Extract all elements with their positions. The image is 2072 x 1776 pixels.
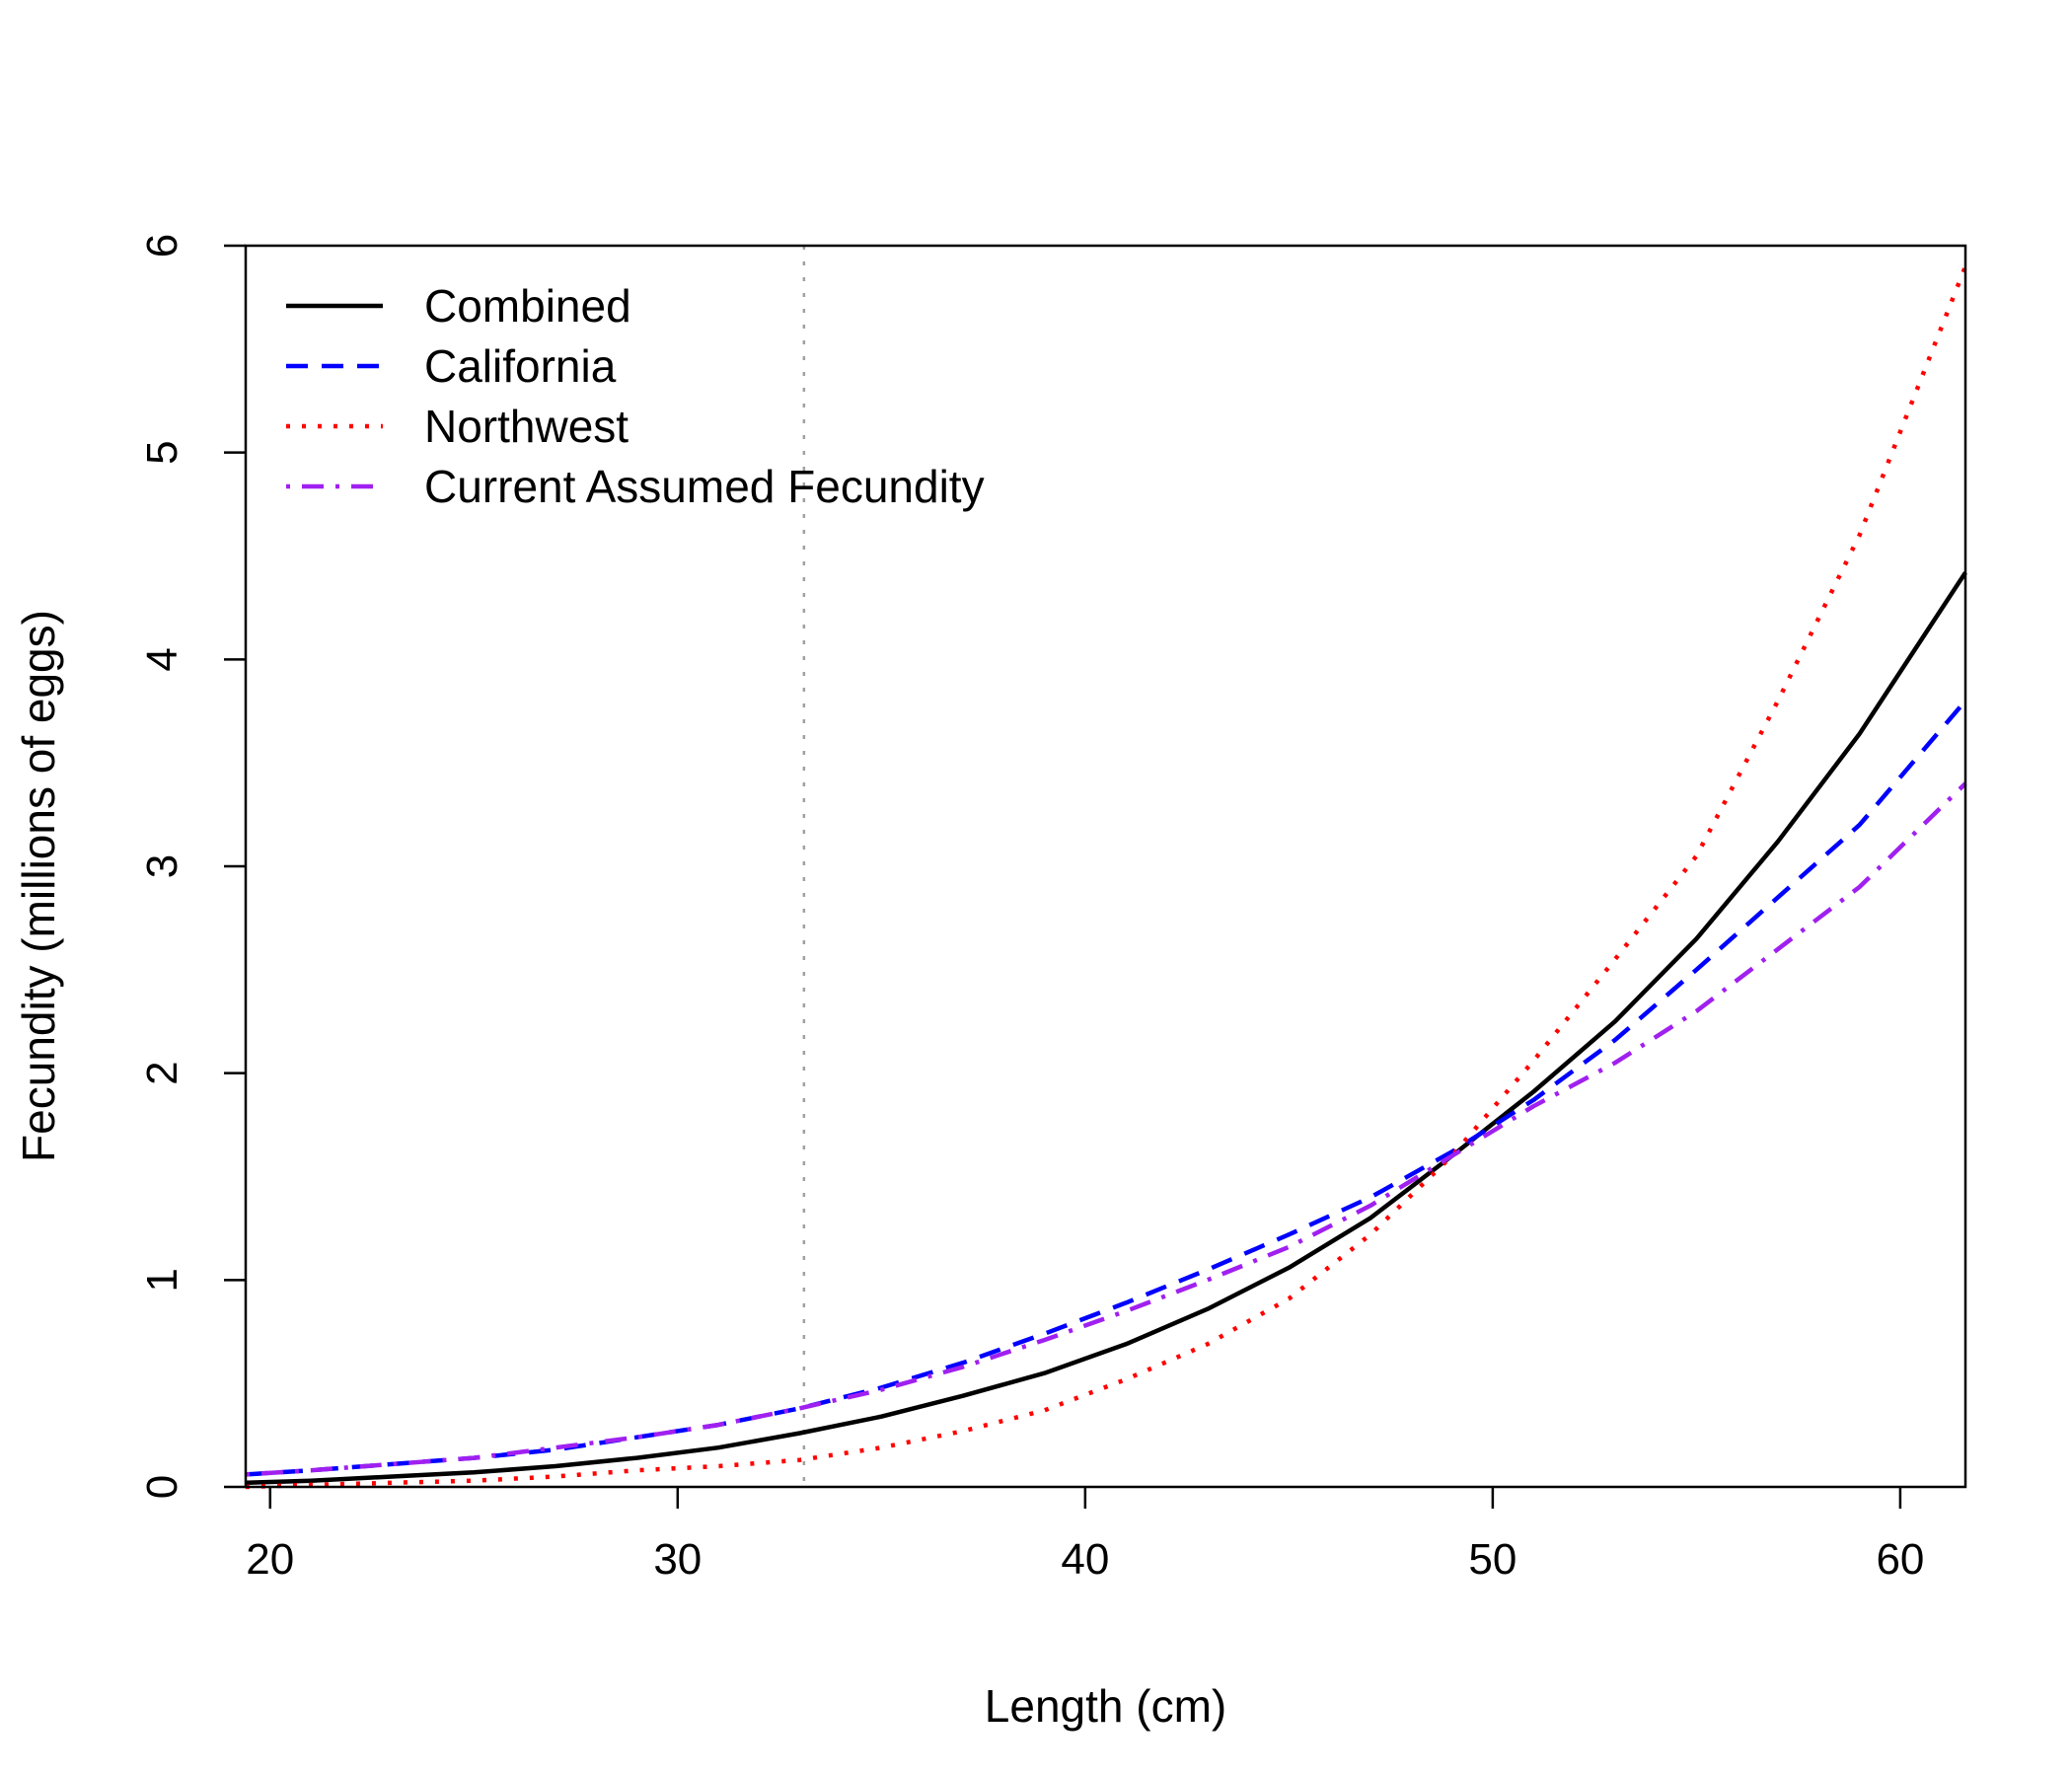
y-tick-label: 2: [138, 1061, 186, 1084]
legend-label: Northwest: [424, 401, 629, 452]
series-line-northwest: [245, 265, 1968, 1490]
y-axis: 0 1 2 3 4 5 6: [138, 234, 246, 1499]
legend-item: Combined: [286, 280, 631, 332]
legend-item: Northwest: [286, 401, 629, 452]
y-tick-label: 6: [138, 234, 186, 258]
x-axis-label: Length (cm): [985, 1680, 1226, 1732]
legend: Combined California Northwest Current Assum…: [286, 280, 985, 512]
series-line-combined: [245, 571, 1967, 1486]
y-axis-label: Fecundity (millions of eggs): [13, 610, 64, 1162]
y-tick-label: 1: [138, 1268, 186, 1292]
y-tick-label: 0: [138, 1475, 186, 1499]
legend-label: Current Assumed Fecundity: [424, 461, 985, 512]
y-tick-label: 4: [138, 647, 186, 671]
y-tick-label: 3: [138, 854, 186, 878]
legend-label: Combined: [424, 280, 631, 332]
x-axis: 20 30 40 50 60: [246, 1487, 1924, 1584]
x-tick-label: 60: [1876, 1535, 1924, 1584]
x-tick-label: 50: [1468, 1535, 1517, 1584]
series-line-current-assumed-fecundity: [245, 781, 1967, 1477]
series-line-california: [245, 699, 1967, 1477]
y-tick-label: 5: [138, 440, 186, 464]
x-tick-label: 30: [653, 1535, 702, 1584]
legend-item: Current Assumed Fecundity: [286, 461, 985, 512]
series-layer: [245, 265, 1968, 1490]
legend-item: California: [286, 340, 617, 392]
legend-label: California: [424, 340, 617, 392]
x-tick-label: 20: [246, 1535, 294, 1584]
x-tick-label: 40: [1061, 1535, 1109, 1584]
